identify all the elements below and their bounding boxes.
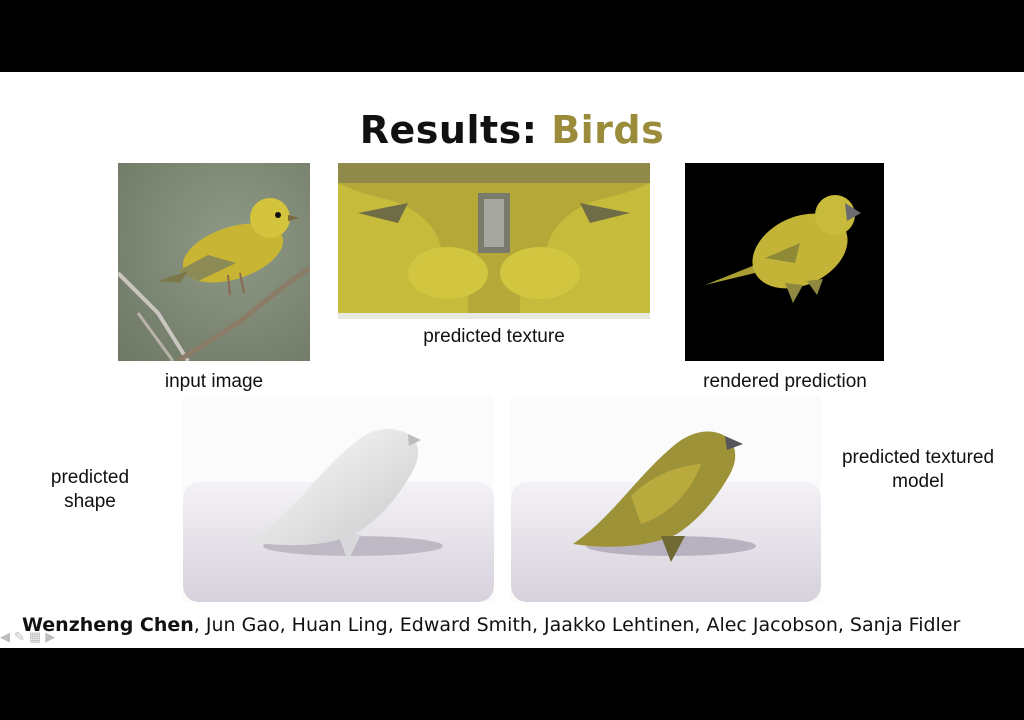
textured-model-render bbox=[511, 396, 821, 602]
caption-predicted-texture: predicted texture bbox=[423, 326, 565, 347]
arrow-right-icon[interactable]: ▶ bbox=[45, 629, 56, 644]
slides-icon[interactable]: ▦ bbox=[28, 629, 42, 644]
predicted-shape-panel bbox=[183, 396, 494, 602]
input-image-panel bbox=[118, 163, 310, 361]
rendered-prediction-panel bbox=[685, 163, 884, 361]
caption-predicted-shape: predicted shape bbox=[50, 467, 130, 512]
shape-render bbox=[183, 396, 494, 602]
caption-predicted-textured-model: predicted textured model bbox=[841, 447, 995, 492]
slide-title: Results: Birds bbox=[0, 108, 1024, 152]
caption-rendered-prediction: rendered prediction bbox=[703, 371, 867, 392]
input-bird-photo bbox=[118, 163, 310, 361]
title-prefix: Results: bbox=[359, 108, 538, 152]
caption-input-image: input image bbox=[164, 371, 264, 392]
other-authors: , Jun Gao, Huan Ling, Edward Smith, Jaak… bbox=[193, 614, 961, 636]
rendered-bird bbox=[685, 163, 884, 361]
predicted-texture-panel bbox=[338, 163, 650, 319]
author-list: Wenzheng Chen, Jun Gao, Huan Ling, Edwar… bbox=[22, 614, 960, 636]
texture-map bbox=[338, 163, 650, 319]
first-author: Wenzheng Chen bbox=[22, 614, 194, 636]
title-accent: Birds bbox=[551, 108, 665, 152]
slide: Results: Birds input image bbox=[0, 72, 1024, 648]
arrow-left-icon[interactable]: ◀ bbox=[0, 629, 10, 644]
predicted-textured-model-panel bbox=[511, 396, 821, 602]
pencil-icon[interactable]: ✎ bbox=[14, 629, 25, 644]
slide-nav-controls: ◀ ✎ ▦ ▶ bbox=[0, 628, 100, 646]
